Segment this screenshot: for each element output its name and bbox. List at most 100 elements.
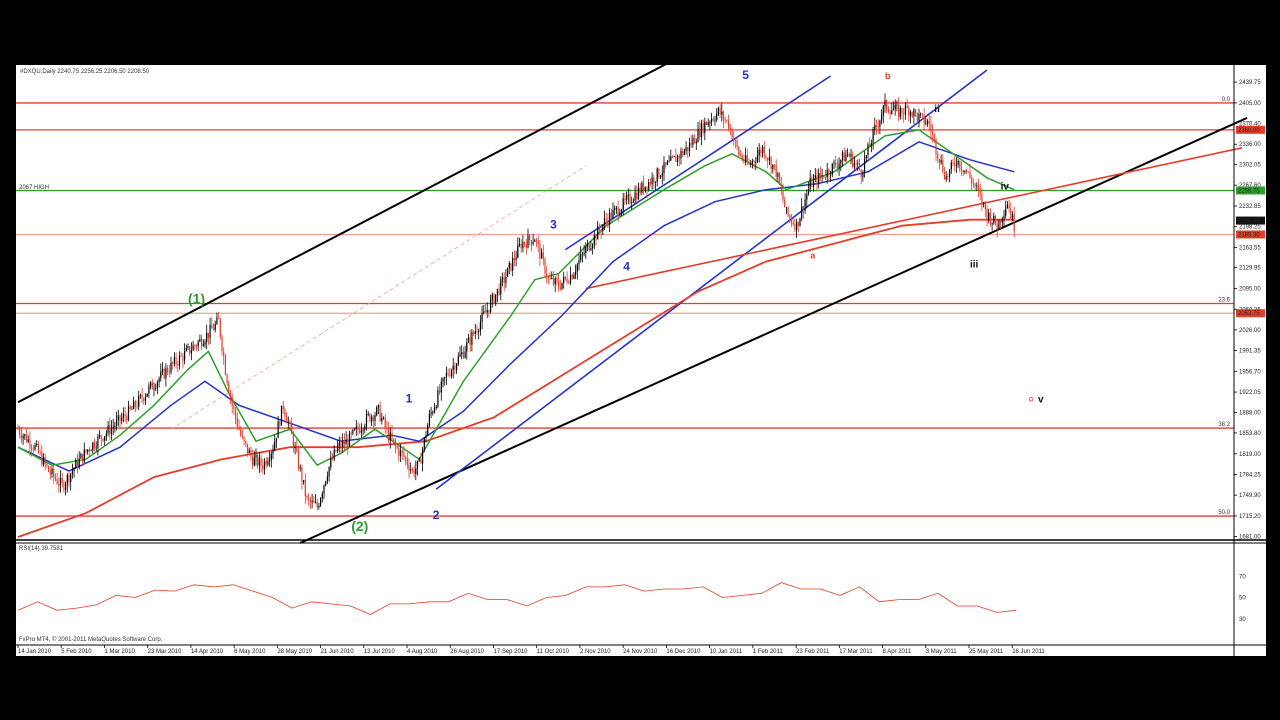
- candle-body: [143, 398, 145, 401]
- candle-body: [525, 243, 527, 248]
- candle-body: [753, 160, 755, 162]
- candle-body: [78, 458, 80, 468]
- candle-body: [184, 351, 186, 361]
- candle-body: [603, 218, 606, 225]
- candle-body: [508, 263, 510, 268]
- wave-label-11: iv: [1001, 182, 1010, 193]
- candle-body: [668, 160, 670, 162]
- candle-body: [921, 113, 923, 115]
- candle-body: [728, 120, 730, 129]
- candle-body: [391, 432, 393, 439]
- candle-body: [836, 165, 838, 168]
- wave-label-5: 4: [623, 260, 630, 274]
- candle-body: [551, 277, 553, 279]
- candle-body: [539, 244, 541, 259]
- candle-body: [483, 311, 485, 313]
- candle-body: [680, 151, 682, 159]
- candle-body: [864, 158, 866, 173]
- candle-body: [566, 278, 568, 283]
- candle-body: [515, 257, 517, 260]
- candle-body: [845, 154, 847, 162]
- candle-body: [607, 219, 609, 225]
- x-tick-20: 8 Apr 2011: [883, 649, 912, 655]
- candle-body: [983, 202, 985, 205]
- candle-body: [568, 282, 570, 284]
- candle-body: [833, 162, 835, 164]
- candle-body: [877, 126, 879, 128]
- candle-body: [211, 324, 213, 329]
- candle-body: [170, 362, 172, 373]
- candle-body: [802, 206, 804, 211]
- candle-body: [704, 121, 706, 133]
- price-tick-19: 1784.25: [1239, 473, 1261, 479]
- candle-body: [248, 450, 250, 454]
- candle-body: [510, 263, 512, 271]
- candle-body: [318, 505, 320, 508]
- candle-body: [979, 190, 981, 194]
- candle-body: [624, 198, 626, 200]
- candle-body: [685, 147, 687, 151]
- candle-body: [153, 388, 155, 390]
- candle-body: [926, 120, 929, 124]
- wave-label-12: v: [1038, 394, 1044, 405]
- candle-body: [41, 452, 43, 465]
- x-tick-13: 2 Nov 2010: [580, 649, 611, 655]
- candle-body: [785, 207, 787, 208]
- candle-body: [828, 169, 830, 175]
- candle-body: [437, 390, 439, 407]
- candle-body: [428, 413, 430, 426]
- price-tag-box: [1236, 186, 1265, 195]
- candle-body: [316, 502, 318, 508]
- candle-body: [1001, 218, 1003, 223]
- candle-body: [666, 161, 668, 165]
- price-chart: 0.023.638.250.0 2439.752405.002370.40233…: [16, 65, 1266, 656]
- candle-body: [325, 481, 327, 486]
- candle-body: [439, 390, 441, 393]
- candle-body: [284, 408, 286, 417]
- candle-body: [768, 157, 770, 161]
- candle-body: [648, 182, 650, 190]
- candle-body: [347, 439, 349, 447]
- candle-body: [258, 457, 260, 466]
- candle-body: [107, 425, 109, 434]
- candle-body: [59, 478, 62, 486]
- candle-body: [272, 450, 274, 454]
- candle-body: [31, 447, 33, 449]
- x-tick-16: 10 Jan 2011: [710, 649, 743, 655]
- candle-body: [102, 438, 104, 441]
- candle-body: [151, 382, 153, 390]
- candle-body: [175, 357, 177, 365]
- candle-body: [85, 449, 87, 452]
- candle-body: [163, 368, 165, 379]
- candle-body: [520, 244, 522, 249]
- candle-body: [644, 186, 646, 192]
- candle-body: [422, 449, 424, 464]
- candle-body: [637, 187, 640, 200]
- candle-body: [447, 372, 449, 375]
- candle-body: [444, 377, 446, 379]
- candle-body: [823, 175, 825, 178]
- candle-body: [524, 242, 526, 244]
- candle-body: [396, 446, 398, 449]
- candle-body: [206, 332, 208, 342]
- candle-body: [799, 218, 801, 227]
- wave-label-8: b: [885, 71, 891, 81]
- candle-body: [518, 244, 521, 246]
- candle-body: [109, 425, 111, 435]
- candle-body: [777, 173, 779, 177]
- candle-body: [954, 162, 956, 166]
- candle-body: [148, 386, 150, 394]
- candle-body: [354, 429, 356, 431]
- candle-body: [326, 476, 328, 482]
- candle-body: [916, 112, 918, 121]
- candle-body: [972, 183, 974, 185]
- candle-body: [304, 480, 306, 497]
- candle-body: [299, 467, 301, 469]
- candle-body: [677, 155, 679, 162]
- candle-body: [216, 317, 218, 324]
- candle-body: [721, 111, 723, 115]
- candle-body: [994, 215, 997, 225]
- candle-body: [801, 206, 803, 219]
- candle-body: [629, 194, 631, 203]
- price-tick-16: 1888.00: [1239, 410, 1261, 416]
